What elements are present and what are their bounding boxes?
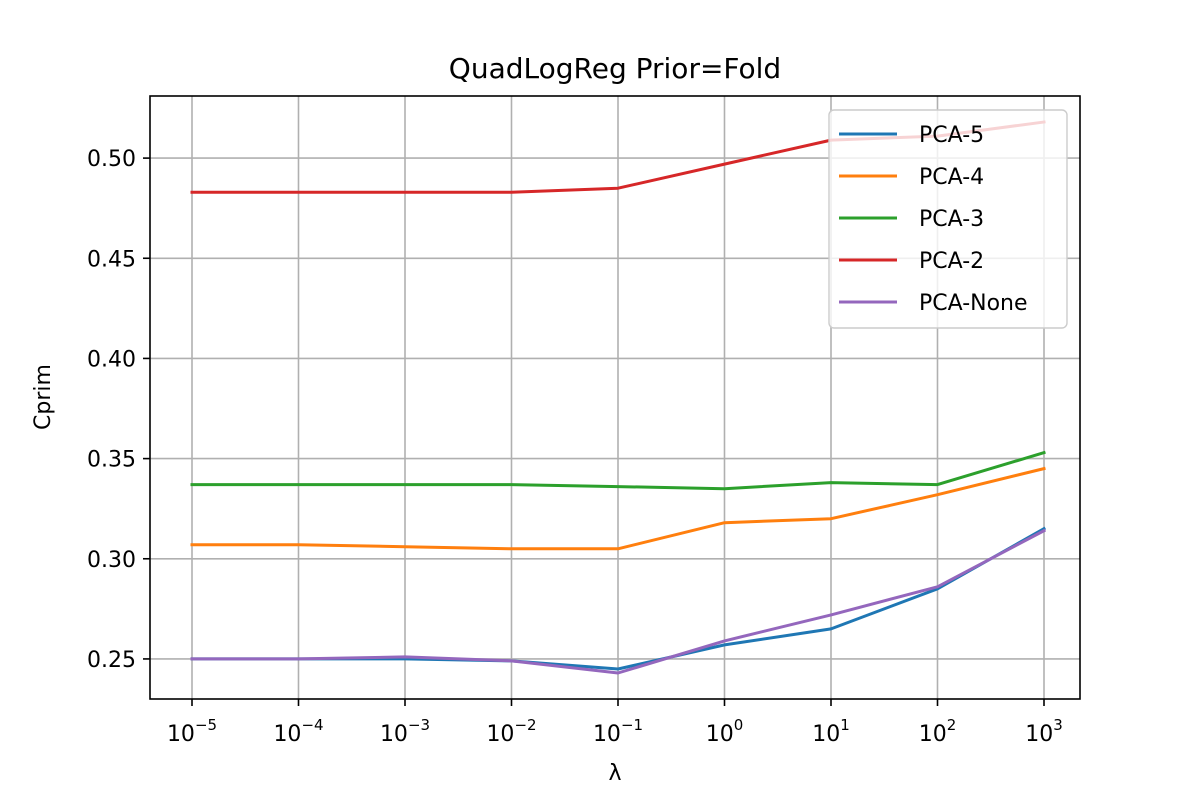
series-line-pca-none: [190, 528, 1047, 675]
x-tick-label: 10−5: [167, 716, 217, 747]
x-tick-label: 10−2: [486, 716, 536, 747]
x-tick-label: 10−1: [593, 716, 643, 747]
x-tick-label: 102: [919, 716, 957, 747]
series-line-pca-3: [190, 450, 1046, 491]
y-tick-label: 0.30: [87, 548, 136, 573]
chart-title: QuadLogReg Prior=Fold: [449, 52, 781, 85]
x-axis-label: λ: [608, 761, 621, 786]
x-tick-label: 100: [706, 716, 744, 747]
x-tick-label: 103: [1025, 716, 1063, 747]
legend-label-pca-4: PCA-4: [919, 165, 984, 190]
axes-frame: [149, 95, 1081, 700]
legend-label-pca-5: PCA-5: [919, 123, 984, 148]
y-tick-label: 0.35: [87, 448, 136, 473]
legend-label-pca-3: PCA-3: [919, 207, 984, 232]
series-line-pca-4: [190, 466, 1046, 551]
x-tick-label: 10−4: [273, 716, 323, 747]
y-tick-label: 0.40: [87, 347, 136, 372]
legend-label-pca-2: PCA-2: [919, 249, 984, 274]
legend: PCA-5 PCA-4 PCA-3 PCA-2 PCA-None: [828, 109, 1068, 329]
y-axis-label: Cprim: [31, 364, 56, 430]
y-tick-label: 0.25: [87, 648, 136, 673]
x-tick-label: 101: [812, 716, 850, 747]
legend-box: [828, 109, 1068, 329]
y-tick-label: 0.45: [87, 247, 136, 272]
y-axis-ticks: 0.25 0.30 0.35 0.40 0.45 0.50: [87, 147, 150, 673]
y-tick-label: 0.50: [87, 147, 136, 172]
x-tick-label: 10−3: [380, 716, 430, 747]
x-axis-ticks: 10−5 10−4 10−3 10−2 10−1 100 101 102 103: [167, 699, 1063, 747]
legend-label-pca-none: PCA-None: [919, 291, 1028, 316]
